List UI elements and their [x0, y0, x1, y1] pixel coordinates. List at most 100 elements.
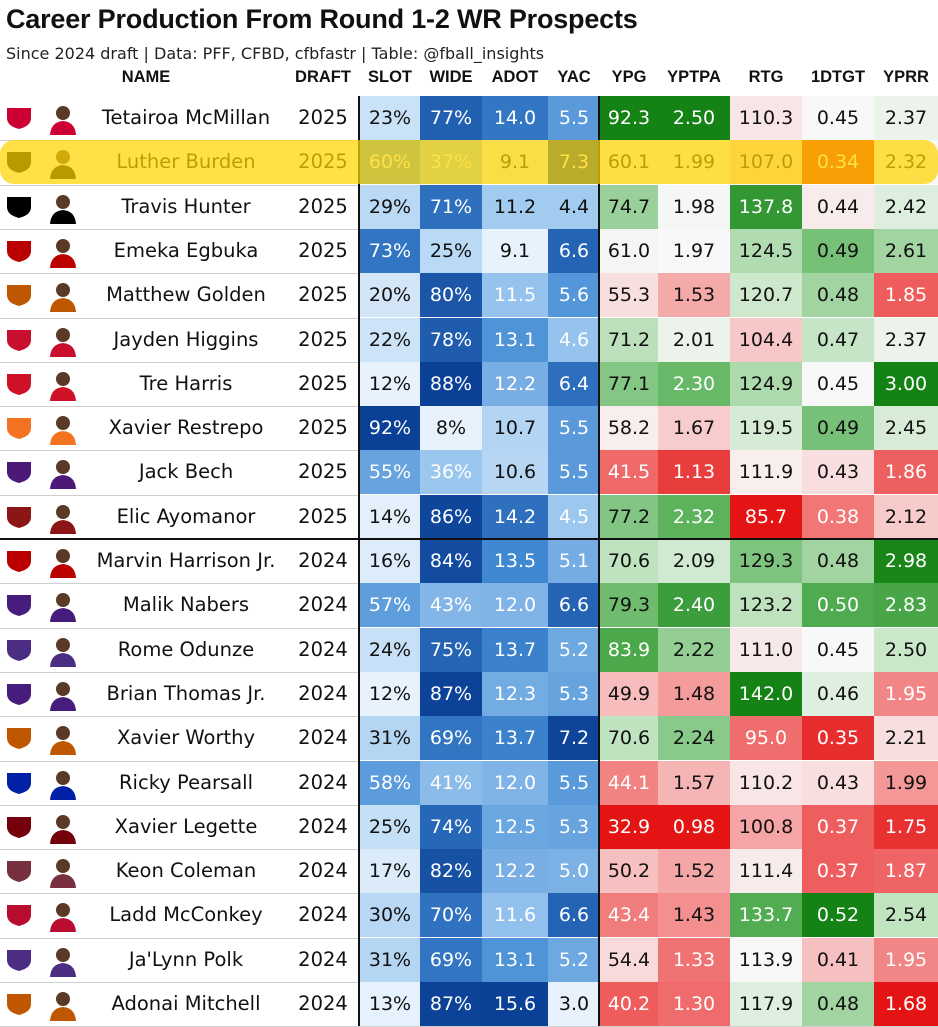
slot-cell: 25%: [360, 804, 420, 849]
player-avatar: [46, 677, 80, 711]
yprr-cell: 1.86: [874, 450, 938, 495]
name-cell: Xavier Worthy: [116, 726, 256, 750]
yprr-cell: 2.45: [874, 406, 938, 451]
school-logo-icon: [4, 813, 34, 839]
yptpa-cell: 1.97: [658, 228, 730, 273]
ypg-cell: 60.1: [600, 140, 658, 185]
tgt1d-cell: 0.43: [802, 760, 874, 805]
tgt1d-cell: 0.47: [802, 317, 874, 362]
ypg-cell: 79.3: [600, 583, 658, 628]
wide-cell: 88%: [420, 361, 482, 406]
tgt1d-cell: 0.45: [802, 96, 874, 140]
adot-cell: 12.3: [482, 671, 548, 716]
yprr-cell: 2.83: [874, 583, 938, 628]
name-cell: Adonai Mitchell: [111, 992, 261, 1015]
school-logo-icon: [4, 769, 34, 795]
wide-cell: 69%: [420, 716, 482, 761]
ypg-cell: 41.5: [600, 450, 658, 495]
rtg-cell: 111.0: [730, 627, 802, 672]
adot-cell: 13.7: [482, 716, 548, 761]
rtg-cell: 117.9: [730, 982, 802, 1026]
slot-cell: 13%: [360, 982, 420, 1026]
name-cell: Marvin Harrison Jr.: [96, 549, 276, 572]
rtg-header: RTG: [748, 68, 784, 86]
wide-cell: 87%: [420, 671, 482, 716]
yprr-cell: 2.98: [874, 539, 938, 583]
yac-cell: 5.1: [548, 539, 600, 583]
adot-cell: 15.6: [482, 982, 548, 1026]
slot-cell: 55%: [360, 450, 420, 495]
adot-cell: 9.1: [482, 140, 548, 185]
adot-cell: 12.2: [482, 361, 548, 406]
yprr-cell: 2.42: [874, 184, 938, 229]
name-cell: Ricky Pearsall: [119, 770, 253, 794]
wide-cell: 75%: [420, 627, 482, 672]
adot-cell: 12.2: [482, 849, 548, 894]
table-row: Keon Coleman 2024 17% 82% 12.2 5.0 50.2 1.52 111…: [0, 849, 938, 894]
draft-cell: 2024: [298, 593, 348, 617]
adot-cell: 12.0: [482, 583, 548, 628]
yprr-cell: 2.21: [874, 716, 938, 761]
table-row: Ja'Lynn Polk 2024 31% 69% 13.1 5.2 54.4 1.33 113…: [0, 937, 938, 982]
name-header: NAME: [121, 68, 171, 86]
draft-cell: 2024: [298, 859, 348, 883]
rtg-cell: 142.0: [730, 671, 802, 716]
yac-cell: 5.5: [548, 96, 600, 140]
tgt1d-cell: 0.48: [802, 273, 874, 318]
tgt1d-cell: 0.45: [802, 627, 874, 672]
school-logo-icon: [4, 680, 34, 706]
rtg-cell: 110.3: [730, 96, 802, 140]
rtg-cell: 107.0: [730, 140, 802, 185]
school-logo-icon: [4, 857, 34, 883]
wide-cell: 70%: [420, 893, 482, 938]
name-cell: Malik Nabers: [122, 593, 250, 617]
adot-cell: 11.5: [482, 273, 548, 318]
tgt1d-cell: 0.35: [802, 716, 874, 761]
slot-cell: 23%: [360, 96, 420, 140]
player-avatar: [46, 898, 80, 933]
table-row: Emeka Egbuka 2025 73% 25% 9.1 6.6 61.0 1.97 124.…: [0, 228, 938, 273]
yac-cell: 5.5: [548, 406, 600, 451]
school-logo-icon: [4, 458, 34, 484]
table-row: Travis Hunter 2025 29% 71% 11.2 4.4 74.7 1.98 13…: [0, 184, 938, 229]
yac-cell: 6.6: [548, 893, 600, 938]
yprr-cell: 3.00: [874, 361, 938, 406]
yprr-cell: 2.37: [874, 317, 938, 362]
ypg-cell: 49.9: [600, 671, 658, 716]
slot-cell: 12%: [360, 671, 420, 716]
school-logo-icon: [4, 503, 34, 529]
yac-cell: 7.3: [548, 140, 600, 185]
table-row: Xavier Worthy 2024 31% 69% 13.7 7.2 70.6 2.24 95…: [0, 716, 938, 761]
adot-cell: 13.1: [482, 937, 548, 982]
player-avatar: [46, 633, 80, 667]
1dtgt-header: 1DTGT: [810, 68, 866, 86]
draft-cell: 2025: [298, 416, 348, 440]
yprr-cell: 1.68: [874, 982, 938, 1026]
player-avatar: [46, 987, 80, 1021]
yac-header: YAC: [557, 68, 591, 86]
school-logo-icon: [4, 370, 34, 396]
tgt1d-cell: 0.49: [802, 228, 874, 273]
rtg-cell: 129.3: [730, 539, 802, 583]
table-row: Jayden Higgins 2025 22% 78% 13.1 4.6 71.2 2.01 1…: [0, 317, 938, 362]
yprr-cell: 1.99: [874, 760, 938, 805]
tgt1d-cell: 0.49: [802, 406, 874, 451]
wide-cell: 36%: [420, 450, 482, 495]
name-cell: Travis Hunter: [121, 194, 251, 218]
draft-cell: 2025: [298, 283, 348, 307]
yptpa-cell: 2.22: [658, 627, 730, 672]
yac-cell: 5.6: [548, 273, 600, 318]
player-avatar: [46, 810, 80, 844]
wide-cell: 69%: [420, 937, 482, 982]
adot-cell: 11.2: [482, 184, 548, 229]
rtg-cell: 85.7: [730, 494, 802, 539]
yptpa-cell: 2.32: [658, 494, 730, 539]
player-avatar: [46, 721, 80, 756]
draft-cell: 2024: [298, 681, 348, 705]
wide-cell: 87%: [420, 982, 482, 1026]
player-avatar: [46, 190, 80, 224]
school-logo-icon: [4, 990, 34, 1016]
adot-cell: 13.7: [482, 627, 548, 672]
school-logo-icon: [4, 237, 34, 263]
